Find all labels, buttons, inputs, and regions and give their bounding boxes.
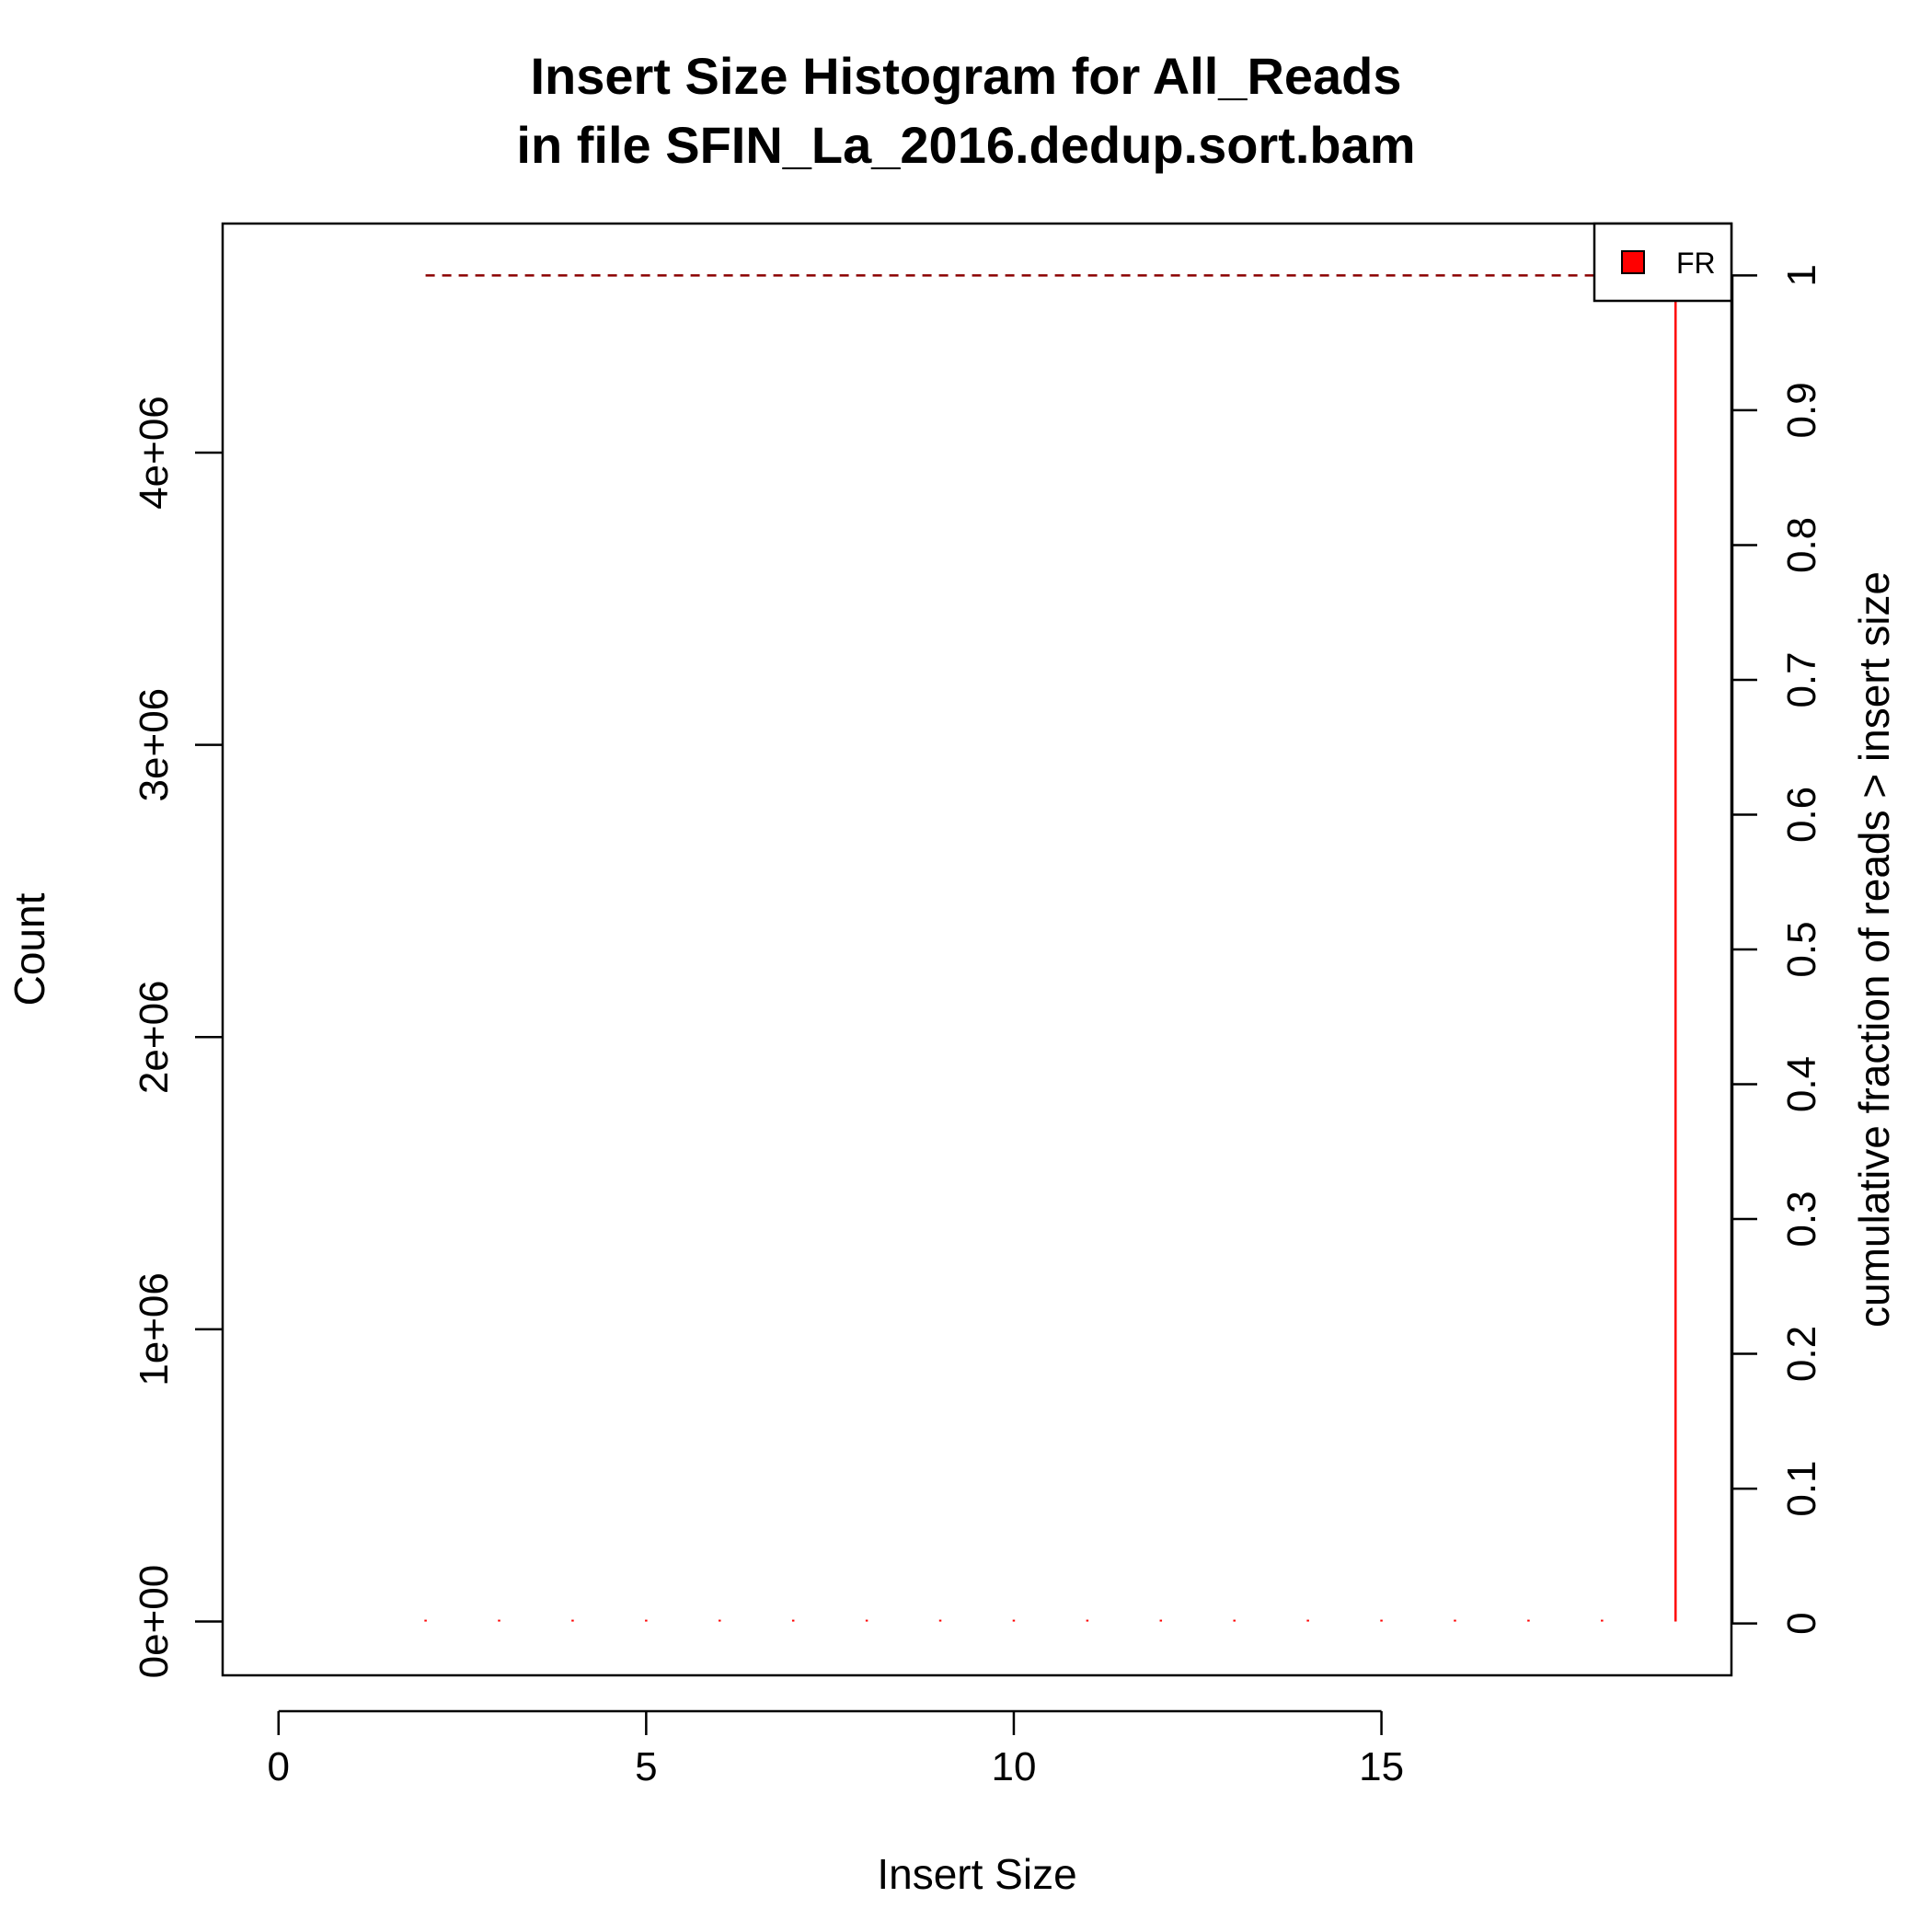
- legend: FR: [1593, 222, 1733, 303]
- x-axis-title: Insert Size: [877, 1850, 1076, 1898]
- y2-axis: 0 0.1 0.2 0.3 0.4 0.5 0.6 0.7 0.8 0.9 1: [1731, 264, 1824, 1635]
- y2-tick-label: 0.4: [1779, 1056, 1824, 1112]
- legend-box: [1593, 222, 1733, 303]
- y-tick-label: 2e+06: [132, 981, 177, 1095]
- y2-tick-label: 0: [1779, 1612, 1824, 1634]
- y2-tick-label: 1: [1779, 264, 1824, 286]
- series-layer: [424, 274, 1677, 1622]
- y2-tick-label: 0.9: [1779, 382, 1824, 438]
- y2-tick-label: 0.2: [1779, 1326, 1824, 1382]
- y2-tick-label: 0.7: [1779, 651, 1824, 707]
- x-tick-label: 10: [991, 1744, 1036, 1789]
- y-axis-title: Count: [6, 892, 53, 1006]
- y2-tick-label: 0.8: [1779, 517, 1824, 573]
- y-tick-label: 4e+06: [132, 396, 177, 510]
- y2-tick-label: 0.6: [1779, 787, 1824, 843]
- legend-label-fr: FR: [1676, 247, 1716, 280]
- y-tick-label: 0e+00: [132, 1565, 177, 1679]
- legend-swatch-fr: [1621, 250, 1645, 274]
- y-axis: 0e+00 1e+06 2e+06 3e+06 4e+06: [132, 396, 223, 1678]
- y2-tick-label: 0.1: [1779, 1460, 1824, 1516]
- y2-tick-label: 0.3: [1779, 1190, 1824, 1247]
- y2-tick-label: 0.5: [1779, 921, 1824, 977]
- x-tick-label: 15: [1359, 1744, 1404, 1789]
- y2-axis-title: cumulative fraction of reads > insert si…: [1850, 571, 1898, 1328]
- y-tick-label: 3e+06: [132, 688, 177, 802]
- chart-title-line-2: in file SFIN_La_2016.dedup.sort.bam: [516, 116, 1415, 174]
- x-tick-label: 5: [635, 1744, 657, 1789]
- plot-frame: [221, 222, 1733, 1677]
- chart-title: Insert Size Histogram for All_Reads in f…: [516, 47, 1415, 174]
- y-tick-label: 1e+06: [132, 1272, 177, 1386]
- x-axis: 0 5 10 15: [267, 1709, 1404, 1789]
- chart-title-line-1: Insert Size Histogram for All_Reads: [530, 47, 1401, 105]
- x-tick-label: 0: [267, 1744, 289, 1789]
